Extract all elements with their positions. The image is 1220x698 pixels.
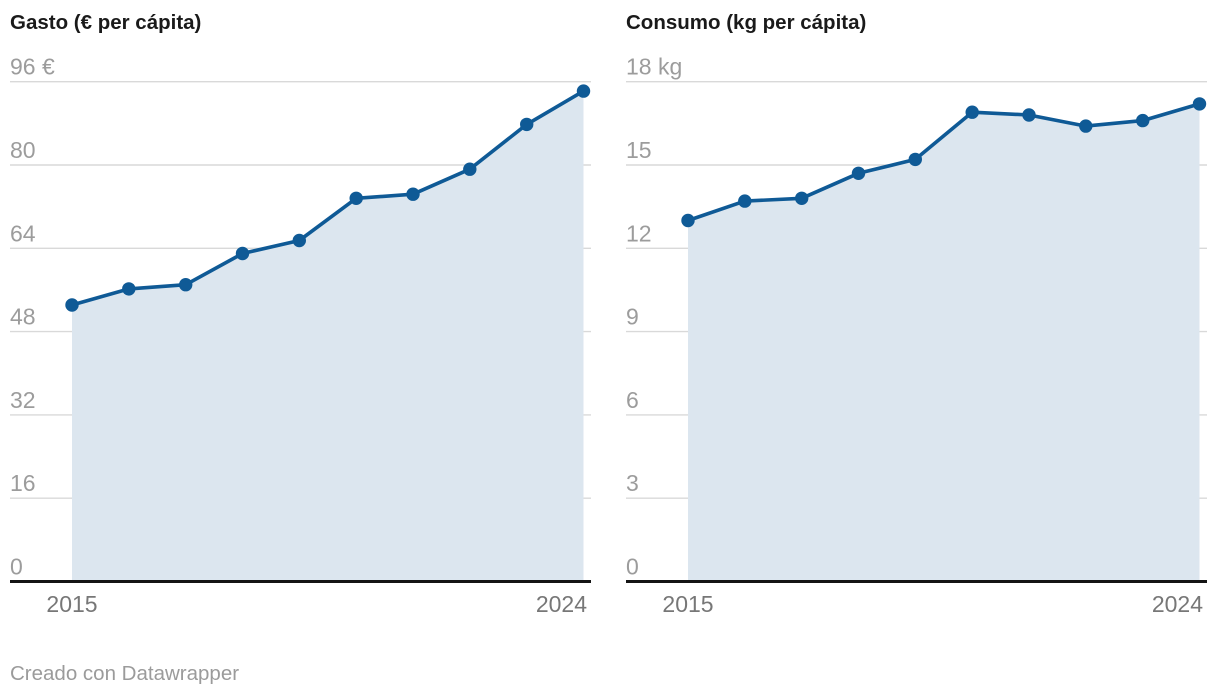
y-tick-label: 15 xyxy=(626,137,652,163)
data-point xyxy=(681,213,695,228)
chart-title: Consumo (kg per cápita) xyxy=(626,11,866,34)
x-tick-label: 2015 xyxy=(662,591,713,617)
data-point xyxy=(1192,97,1207,111)
data-point xyxy=(1079,119,1093,133)
data-point xyxy=(851,166,866,180)
y-tick-label: 9 xyxy=(626,304,639,330)
data-point xyxy=(520,117,534,132)
data-line xyxy=(70,89,586,307)
data-point xyxy=(1022,108,1036,122)
x-tick-label: 2024 xyxy=(1152,591,1203,617)
credit-line: Creado con Datawrapper xyxy=(10,662,240,685)
y-tick-label: 12 xyxy=(626,220,652,246)
data-point xyxy=(122,282,136,296)
data-line xyxy=(686,102,1202,223)
x-axis-line xyxy=(10,580,591,583)
x-tick-label: 2024 xyxy=(536,591,587,617)
data-point xyxy=(349,191,363,205)
area-fill xyxy=(72,91,584,580)
data-point xyxy=(965,105,979,119)
x-tick-label: 2015 xyxy=(46,591,97,617)
y-tick-label: 16 xyxy=(10,470,36,496)
data-point xyxy=(179,278,193,292)
y-tick-label: 3 xyxy=(626,470,639,496)
charts-canvas: Gasto (€ per cápita) 96 € 80 64 48 32 16 0 2015 2… xyxy=(10,11,1207,617)
data-point xyxy=(576,84,591,98)
data-point xyxy=(738,194,752,208)
area-fill xyxy=(688,103,1200,581)
chart-consumo: Consumo (kg per cápita) 18 kg 15 12 9 6 3 0 2015… xyxy=(626,11,1207,617)
y-tick-label: 96 € xyxy=(10,54,55,80)
y-tick-label: 80 xyxy=(10,137,36,163)
y-tick-label: 48 xyxy=(10,304,36,330)
y-tick-label: 0 xyxy=(626,554,639,580)
data-point xyxy=(292,233,306,248)
data-point xyxy=(65,298,79,312)
y-tick-label: 32 xyxy=(10,387,36,413)
data-point xyxy=(406,187,420,201)
data-point xyxy=(1136,113,1150,128)
data-point xyxy=(235,246,250,261)
x-axis-line xyxy=(626,580,1207,583)
y-tick-label: 0 xyxy=(10,554,23,580)
y-tick-label: 18 kg xyxy=(626,54,682,80)
chart-title: Gasto (€ per cápita) xyxy=(10,11,201,34)
y-tick-label: 64 xyxy=(10,220,36,246)
data-point xyxy=(463,162,477,176)
data-point xyxy=(908,152,922,167)
chart-gasto: Gasto (€ per cápita) 96 € 80 64 48 32 16 0 2015 2… xyxy=(10,11,591,617)
data-point xyxy=(795,191,809,205)
y-tick-label: 6 xyxy=(626,387,639,413)
